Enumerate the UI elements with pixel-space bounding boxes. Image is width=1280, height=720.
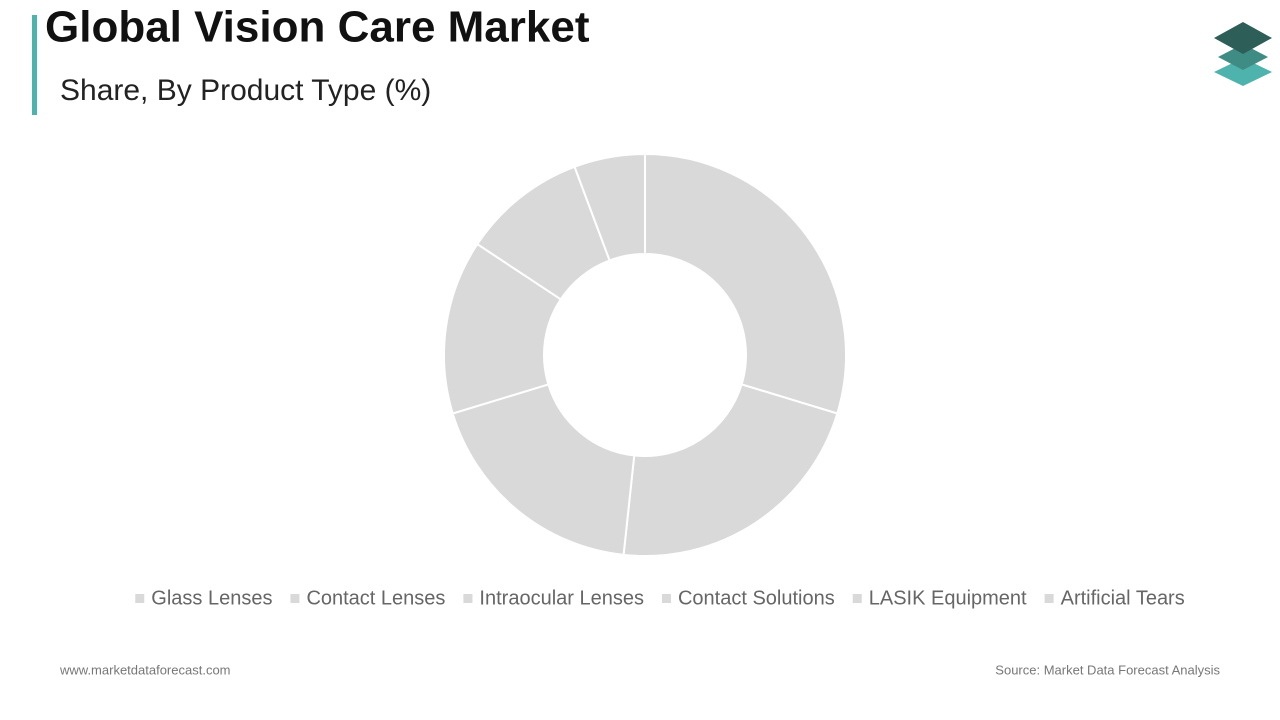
legend-marker bbox=[661, 594, 671, 603]
donut-slice bbox=[644, 152, 847, 415]
source: Source: Market Data Forecast Analysis bbox=[995, 662, 1220, 677]
donut-slice bbox=[622, 383, 839, 557]
donut-slice bbox=[573, 152, 646, 262]
donut-slice bbox=[451, 383, 636, 556]
legend-label: LASIK Equipment bbox=[869, 587, 1027, 609]
chart-subtitle: Share, By Product Type (%) bbox=[60, 74, 431, 107]
title-accent bbox=[32, 15, 37, 115]
logo bbox=[1214, 22, 1272, 86]
website: www.marketdataforecast.com bbox=[59, 662, 231, 677]
legend-marker bbox=[135, 594, 145, 603]
legend-marker bbox=[463, 594, 473, 603]
legend-label: Glass Lenses bbox=[151, 587, 272, 609]
legend-label: Contact Lenses bbox=[306, 587, 445, 609]
legend-marker bbox=[290, 594, 300, 603]
legend-marker bbox=[852, 594, 862, 603]
legend-label: Contact Solutions bbox=[678, 587, 835, 609]
legend-label: Intraocular Lenses bbox=[479, 587, 644, 609]
legend-label: Artificial Tears bbox=[1061, 587, 1185, 609]
legend-marker bbox=[1044, 594, 1054, 603]
chart-title: Global Vision Care Market bbox=[45, 3, 590, 52]
